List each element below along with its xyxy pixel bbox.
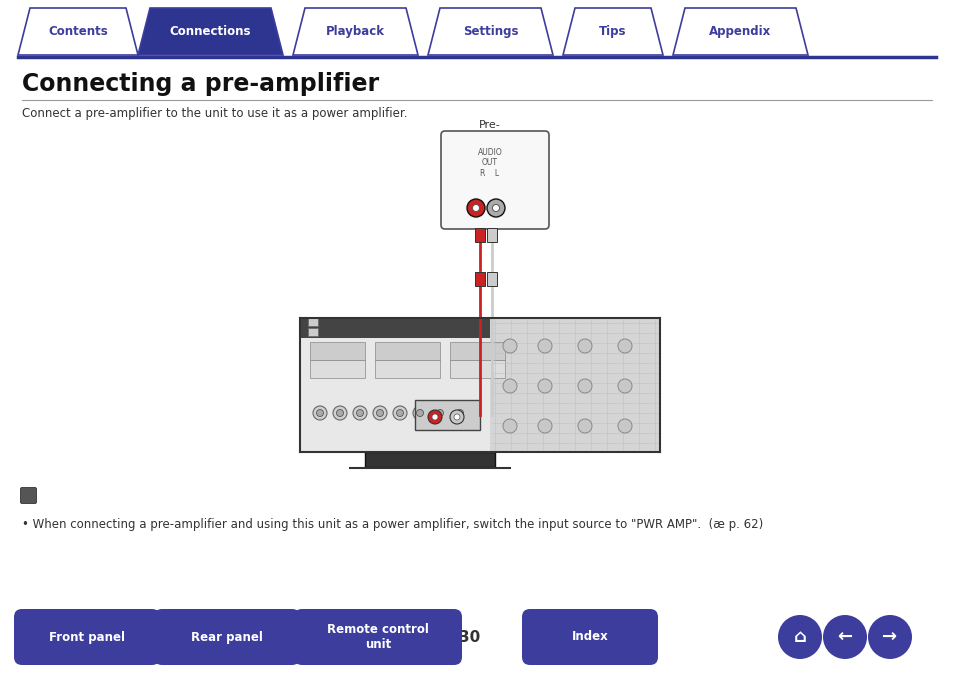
Circle shape	[353, 406, 367, 420]
Circle shape	[502, 339, 517, 353]
Circle shape	[396, 409, 403, 417]
Circle shape	[356, 409, 363, 417]
Circle shape	[416, 409, 423, 417]
Text: Contents: Contents	[48, 25, 108, 38]
Circle shape	[467, 199, 484, 217]
Text: Connections: Connections	[170, 25, 251, 38]
Circle shape	[578, 339, 592, 353]
Text: Connect a pre-amplifier to the unit to use it as a power amplifier.: Connect a pre-amplifier to the unit to u…	[22, 107, 407, 120]
Bar	[475, 228, 484, 242]
Circle shape	[453, 406, 467, 420]
FancyBboxPatch shape	[294, 609, 461, 665]
Circle shape	[778, 615, 821, 659]
Text: Playback: Playback	[326, 25, 385, 38]
Circle shape	[578, 419, 592, 433]
Bar	[375, 342, 439, 360]
Polygon shape	[18, 8, 138, 55]
Circle shape	[313, 406, 327, 420]
Text: Connecting a pre-amplifier: Connecting a pre-amplifier	[22, 72, 378, 96]
Text: Front panel: Front panel	[49, 631, 125, 643]
Polygon shape	[138, 8, 283, 55]
Bar	[450, 360, 504, 378]
FancyBboxPatch shape	[521, 609, 658, 665]
Circle shape	[333, 406, 347, 420]
Bar	[475, 272, 484, 286]
Text: Tips: Tips	[598, 25, 626, 38]
Bar	[486, 228, 497, 242]
Polygon shape	[562, 8, 662, 55]
Bar	[365, 452, 495, 467]
Circle shape	[867, 615, 911, 659]
Circle shape	[433, 406, 447, 420]
Circle shape	[537, 419, 552, 433]
Text: Settings: Settings	[462, 25, 517, 38]
Circle shape	[502, 379, 517, 393]
Polygon shape	[293, 8, 417, 55]
Text: Index: Index	[571, 631, 608, 643]
Bar	[310, 360, 365, 378]
Text: AUDIO
OUT
R    L: AUDIO OUT R L	[477, 148, 502, 178]
Circle shape	[336, 409, 343, 417]
Bar	[308, 318, 317, 326]
Circle shape	[456, 409, 463, 417]
Circle shape	[537, 339, 552, 353]
Circle shape	[454, 414, 459, 420]
Circle shape	[578, 379, 592, 393]
Bar	[490, 318, 659, 452]
Text: Appendix: Appendix	[709, 25, 771, 38]
Bar	[375, 360, 439, 378]
Circle shape	[393, 406, 407, 420]
Bar	[308, 328, 317, 336]
Bar	[299, 318, 490, 452]
Circle shape	[486, 199, 504, 217]
Circle shape	[436, 409, 443, 417]
Text: • When connecting a pre-amplifier and using this unit as a power amplifier, swit: • When connecting a pre-amplifier and us…	[22, 518, 762, 531]
Text: Pre-
amplifier: Pre- amplifier	[465, 120, 515, 141]
Text: 30: 30	[459, 629, 480, 645]
FancyBboxPatch shape	[440, 131, 548, 229]
Bar	[415, 400, 479, 430]
Polygon shape	[428, 8, 553, 55]
Text: ⌂: ⌂	[793, 628, 805, 646]
Circle shape	[373, 406, 387, 420]
Circle shape	[450, 410, 463, 424]
Circle shape	[537, 379, 552, 393]
Circle shape	[428, 410, 441, 424]
Circle shape	[618, 419, 631, 433]
Polygon shape	[672, 8, 807, 55]
Circle shape	[432, 414, 437, 420]
Circle shape	[502, 419, 517, 433]
Bar	[450, 342, 504, 360]
Circle shape	[376, 409, 383, 417]
Bar	[310, 342, 365, 360]
Circle shape	[472, 205, 479, 211]
Text: Remote control
unit: Remote control unit	[327, 623, 429, 651]
Bar	[486, 272, 497, 286]
Circle shape	[492, 205, 499, 211]
Circle shape	[413, 406, 427, 420]
FancyBboxPatch shape	[14, 609, 160, 665]
Circle shape	[618, 339, 631, 353]
Circle shape	[822, 615, 866, 659]
FancyBboxPatch shape	[20, 487, 36, 503]
Bar	[299, 318, 490, 338]
Circle shape	[316, 409, 323, 417]
Text: →: →	[882, 628, 897, 646]
FancyBboxPatch shape	[153, 609, 299, 665]
Text: ←: ←	[837, 628, 852, 646]
Text: Rear panel: Rear panel	[191, 631, 263, 643]
Circle shape	[618, 379, 631, 393]
